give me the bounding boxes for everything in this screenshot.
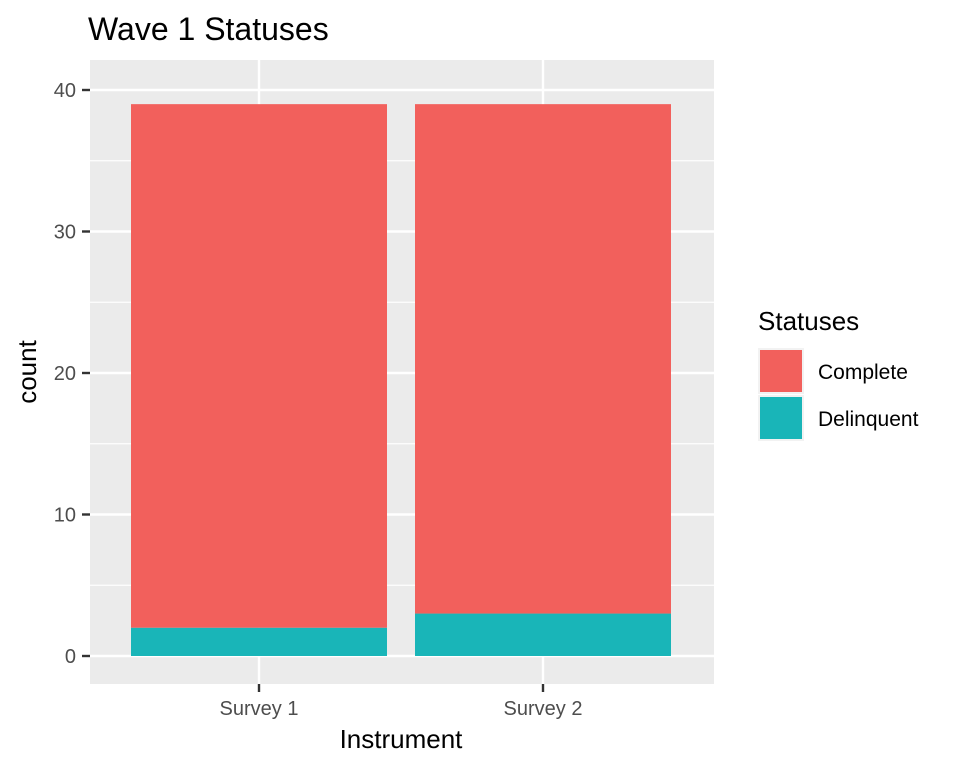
x-tick-label: Survey 1 <box>220 698 299 720</box>
legend-items: Complete Delinquent <box>758 348 919 441</box>
bar-complete-2 <box>415 104 671 614</box>
y-tick-label: 30 <box>54 222 76 244</box>
y-tick-label: 0 <box>65 646 76 668</box>
legend-swatch <box>760 397 802 439</box>
chart-title: Wave 1 Statuses <box>88 11 329 47</box>
y-tick-label: 20 <box>54 363 76 385</box>
legend-label: Delinquent <box>818 408 919 431</box>
legend-title: Statuses <box>758 306 859 336</box>
bar-delinquent-1 <box>131 627 387 656</box>
x-axis-title: Instrument <box>340 724 464 754</box>
legend-label: Complete <box>818 361 908 384</box>
y-tick-label: 10 <box>54 505 76 527</box>
legend-swatch <box>760 350 802 392</box>
y-axis-title: count <box>12 339 42 403</box>
y-tick-label: 40 <box>54 80 76 102</box>
y-axis: 0 10 20 30 40 <box>54 80 90 668</box>
x-axis: Survey 1 Survey 2 <box>220 684 583 720</box>
bar-complete-1 <box>131 104 387 628</box>
legend: Statuses Complete Delinquent <box>758 306 919 441</box>
bar-delinquent-2 <box>415 613 671 656</box>
bars <box>131 104 671 656</box>
x-tick-label: Survey 2 <box>504 698 583 720</box>
